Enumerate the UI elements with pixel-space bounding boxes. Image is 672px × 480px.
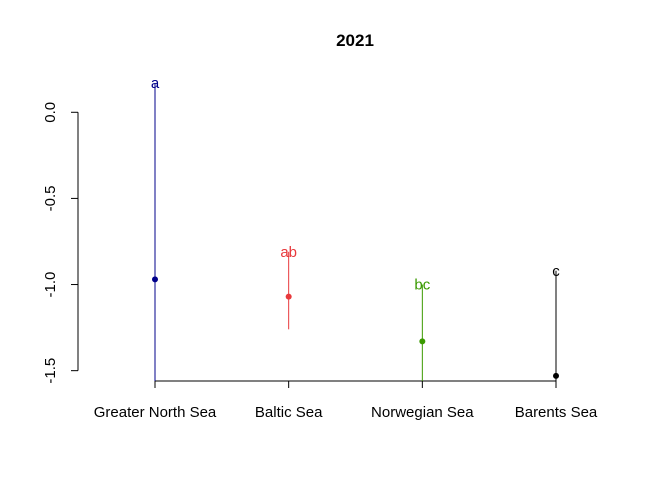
x-tick-label: Baltic Sea — [255, 404, 323, 421]
y-axis: 0.0 -0.5 -1.0 -1.5 — [42, 102, 79, 384]
significance-letter: a — [151, 75, 160, 92]
significance-letter: c — [552, 263, 560, 280]
data-point — [285, 293, 292, 300]
data-point — [419, 338, 426, 345]
significance-letter: ab — [280, 244, 297, 261]
x-tick-label: Greater North Sea — [94, 404, 217, 421]
x-axis: Greater North Sea Baltic Sea Norwegian Sea… — [94, 380, 598, 421]
chart-title: 2021 — [336, 31, 374, 50]
data-point — [553, 372, 560, 379]
y-tick-label: -1.5 — [42, 358, 59, 384]
y-tick-label: 0.0 — [42, 102, 59, 123]
significance-letter: bc — [414, 277, 430, 294]
y-tick-label: -1.0 — [42, 272, 59, 298]
data-point — [152, 276, 158, 283]
x-tick-label: Norwegian Sea — [371, 404, 474, 421]
x-tick-label: Barents Sea — [515, 404, 598, 421]
chart-marks: a ab bc c — [151, 75, 560, 381]
y-tick-label: -0.5 — [42, 185, 59, 211]
